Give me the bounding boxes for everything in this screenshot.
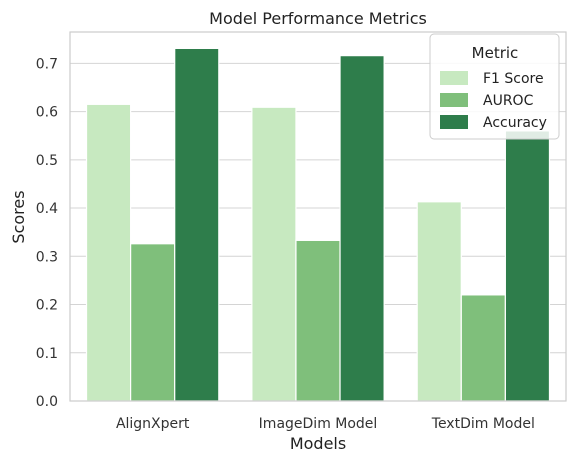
bar-f1-score [85, 103, 132, 402]
y-tick-label: 0.5 [36, 153, 58, 169]
y-tick-label: 0.3 [36, 249, 58, 265]
y-tick-label: 0.6 [36, 105, 58, 121]
y-tick-label: 0.2 [36, 298, 58, 314]
legend-swatch [440, 93, 468, 107]
chart-title: Model Performance Metrics [209, 9, 427, 28]
bar-auroc [295, 239, 341, 402]
y-axis-title: Scores [9, 190, 28, 243]
legend-label: F1 Score [483, 71, 544, 87]
bar-accuracy [504, 130, 551, 402]
legend-swatch [440, 115, 468, 129]
bar-auroc [130, 243, 176, 402]
bar-auroc [460, 294, 506, 402]
x-tick-label: TextDim Model [431, 416, 535, 432]
bars [85, 47, 551, 402]
legend-box [429, 33, 560, 140]
plot-border [69, 31, 567, 402]
y-tick-label: 0.1 [36, 346, 58, 362]
y-tick-labels: 0.0 0.1 0.2 0.3 0.4 0.5 0.6 0.7 [36, 56, 58, 410]
bar-accuracy [174, 47, 220, 402]
plot-frame [69, 31, 567, 402]
x-tick-labels: AlignXpert ImageDim Model TextDim Model [116, 416, 535, 432]
legend-label: AUROC [483, 93, 534, 109]
bar-f1-score [416, 201, 462, 402]
legend-swatch [440, 71, 468, 85]
x-tick-label: AlignXpert [116, 416, 190, 432]
legend-label: Accuracy [483, 115, 547, 131]
bar-f1-score [251, 106, 297, 402]
y-tick-label: 0.0 [36, 394, 58, 410]
legend-title: Metric [472, 44, 519, 62]
x-tick-label: ImageDim Model [259, 416, 378, 432]
bar-accuracy [339, 55, 385, 402]
y-tick-label: 0.7 [36, 56, 58, 72]
x-axis-title: Models [290, 434, 346, 453]
legend: Metric F1 Score AUROC Accuracy [429, 33, 560, 140]
y-tick-label: 0.4 [36, 201, 58, 217]
